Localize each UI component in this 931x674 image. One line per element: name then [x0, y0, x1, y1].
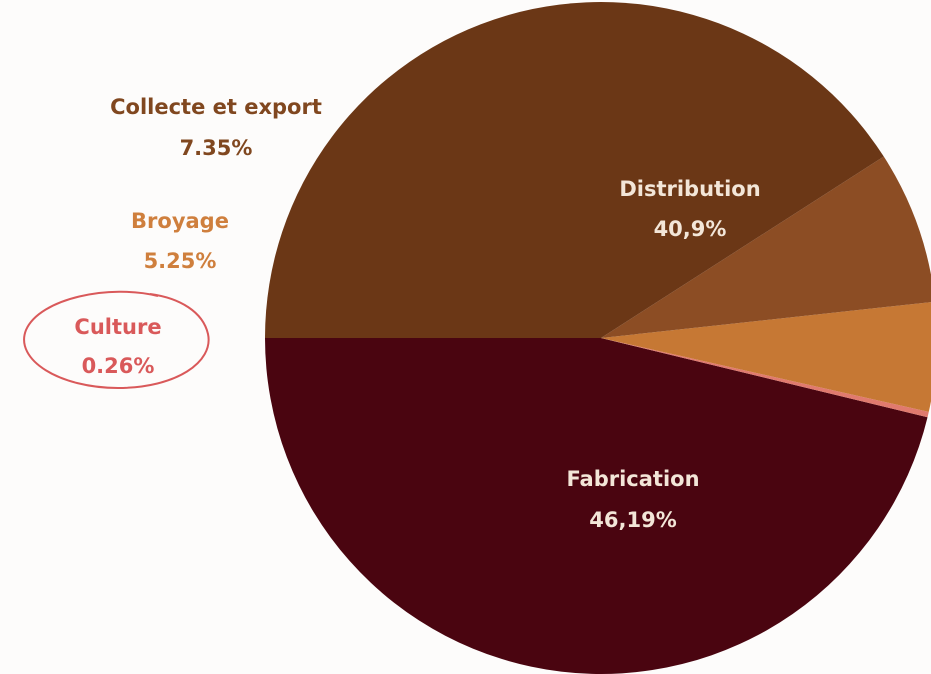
label-broyage: Broyage 5.25% — [131, 209, 229, 273]
pie-slices — [265, 2, 931, 674]
slice-value-distribution: 40,9% — [654, 217, 727, 241]
label-fabrication: Fabrication 46,19% — [566, 467, 699, 532]
label-collecte: Collecte et export 7.35% — [110, 95, 322, 160]
pie-slice-fabrication — [265, 338, 928, 674]
slice-label-distribution: Distribution — [619, 177, 760, 201]
pie-slice-culture — [601, 338, 929, 418]
slice-value-collecte: 7.35% — [180, 136, 253, 160]
label-culture: Culture 0.26% — [23, 290, 210, 390]
slice-value-fabrication: 46,19% — [589, 508, 676, 532]
slice-label-culture: Culture — [74, 315, 161, 339]
label-distribution: Distribution 40,9% — [619, 177, 760, 241]
slice-value-broyage: 5.25% — [144, 249, 217, 273]
slice-label-collecte: Collecte et export — [110, 95, 322, 119]
pie-slice-distribution — [265, 2, 884, 338]
slice-value-culture: 0.26% — [82, 354, 155, 378]
slice-label-fabrication: Fabrication — [566, 467, 699, 491]
culture-highlight-circle — [23, 290, 210, 390]
pie-slice-collecte-et-export — [601, 156, 931, 338]
pie-slice-broyage — [601, 302, 931, 412]
slice-label-broyage: Broyage — [131, 209, 229, 233]
